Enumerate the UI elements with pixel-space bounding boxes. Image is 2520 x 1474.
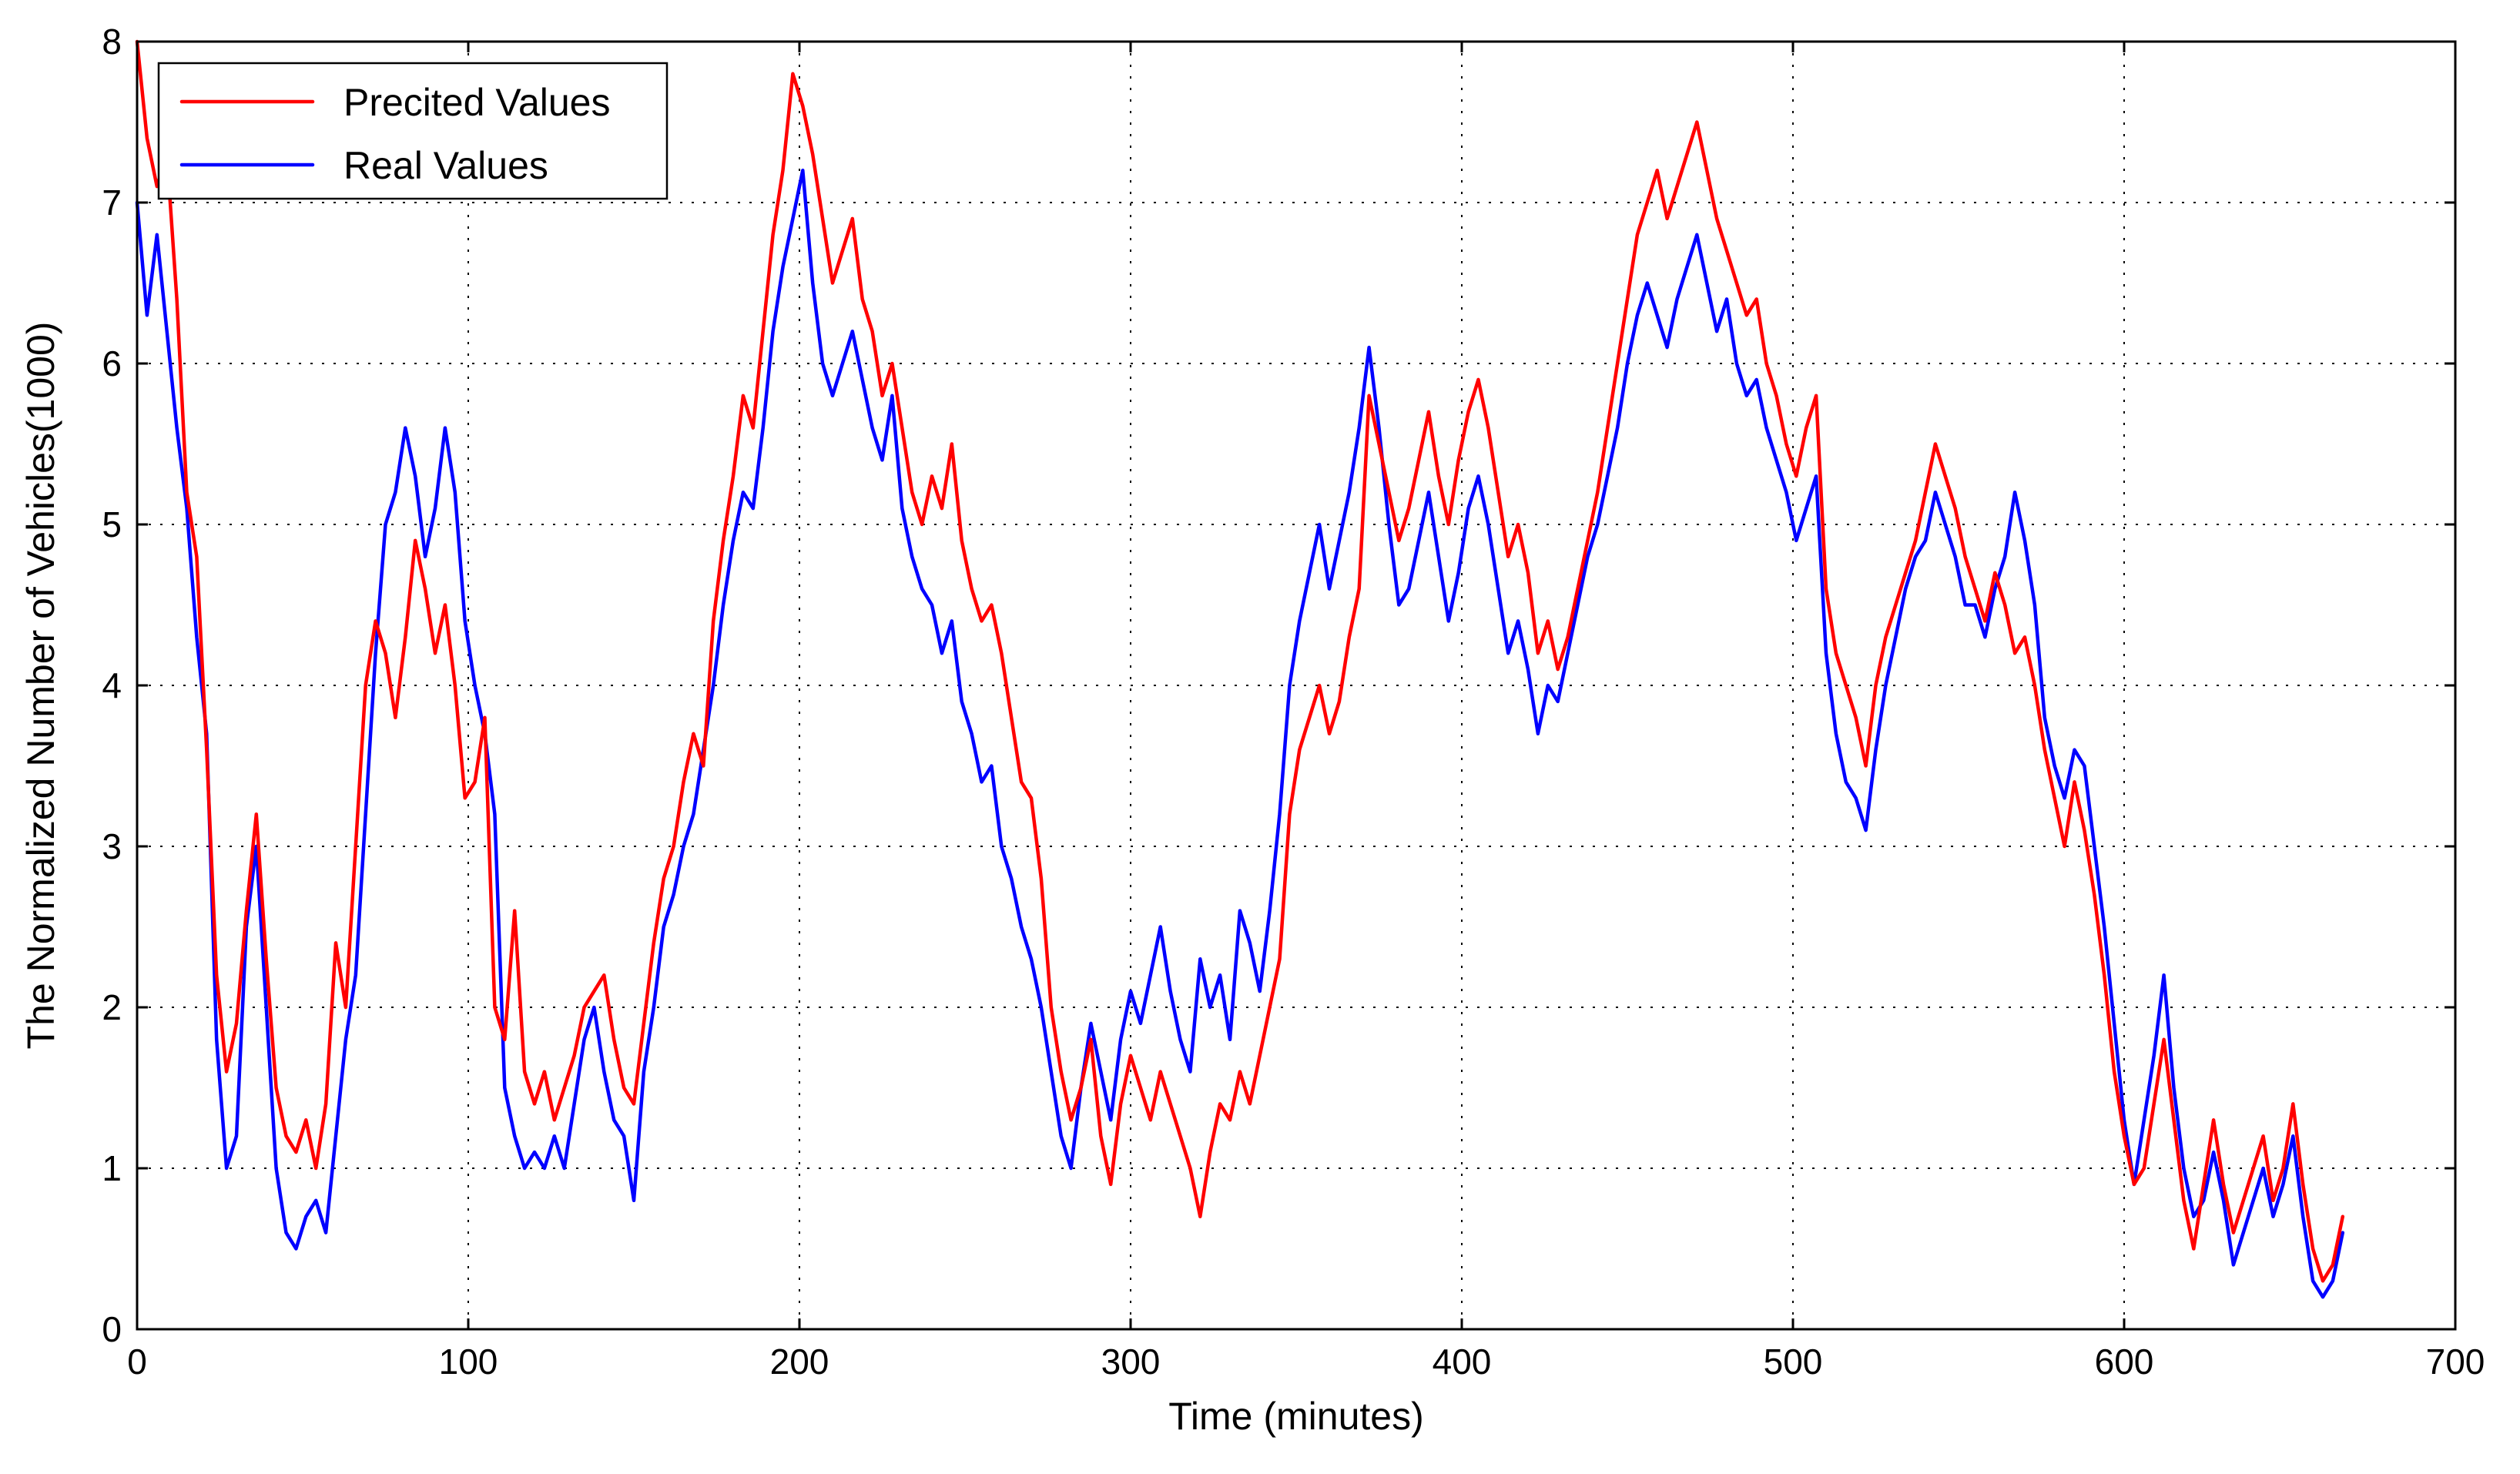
y-tick-label: 0 [102,1309,122,1349]
legend: Precited Values Real Values [157,62,669,200]
tick-labels: 0 100 200 300 400 500 600 700 0 1 2 3 4 5 6 7 8 [102,22,2485,1382]
y-tick-label: 7 [102,183,122,223]
y-tick-label: 8 [102,22,122,62]
legend-label-real-values: Real Values [343,144,548,187]
x-tick-label: 200 [770,1342,829,1382]
x-tick-label: 300 [1101,1342,1161,1382]
y-tick-label: 6 [102,343,122,384]
axis-ticks [136,40,2457,1331]
x-tick-label: 400 [1433,1342,1492,1382]
series-line-real-values [135,168,2345,1299]
series-line-precited-values [135,39,2345,1283]
y-tick-label: 5 [102,504,122,544]
legend-box [157,62,669,200]
series-layer [135,39,2345,1299]
x-tick-label: 500 [1764,1342,1823,1382]
y-tick-label: 3 [102,826,122,866]
y-tick-label: 4 [102,665,122,705]
x-tick-label: 700 [2426,1342,2485,1382]
x-tick-label: 0 [127,1342,147,1382]
x-axis-title: Time (minutes) [1168,1395,1424,1438]
y-tick-label: 2 [102,987,122,1027]
y-tick-label: 1 [102,1148,122,1188]
x-tick-label: 600 [2095,1342,2154,1382]
y-axis-title: The Normalized Number of Vehicles(1000) [19,322,62,1050]
x-tick-label: 100 [439,1342,498,1382]
legend-label-precited-values: Precited Values [343,81,610,124]
